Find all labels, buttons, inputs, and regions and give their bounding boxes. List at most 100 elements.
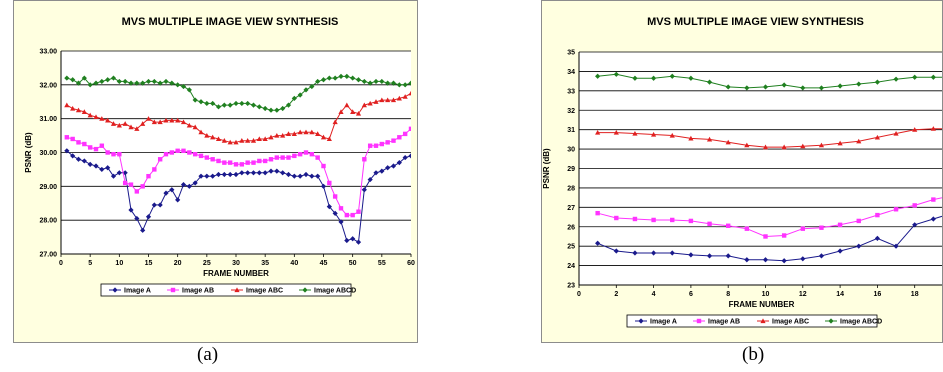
data-point — [402, 131, 408, 137]
data-point — [800, 226, 805, 231]
data-point — [818, 85, 825, 91]
data-point — [669, 250, 675, 256]
x-tick-label: 25 — [203, 260, 211, 267]
data-point — [250, 170, 257, 176]
x-tick-label: 2 — [614, 291, 618, 298]
legend-marker — [696, 318, 702, 324]
data-point — [912, 203, 917, 208]
data-point — [355, 110, 362, 116]
chart-a-svg: MVS MULTIPLE IMAGE VIEW SYNTHESIS 27.00 28… — [24, 16, 415, 297]
legend-label: Image AB — [708, 319, 740, 326]
data-point — [87, 112, 93, 118]
data-point — [233, 171, 239, 178]
chart-title: MVS MULTIPLE IMAGE VIEW SYNTHESIS — [647, 16, 864, 28]
legend: Image A Image AB Image ABC Image ABCD — [626, 314, 882, 328]
data-point — [145, 78, 152, 85]
data-point — [291, 131, 297, 136]
data-point — [250, 138, 257, 143]
data-point — [837, 248, 843, 254]
data-point — [286, 155, 291, 160]
data-point — [373, 99, 379, 104]
data-point — [128, 207, 134, 213]
data-point — [163, 117, 169, 123]
data-point — [355, 77, 362, 83]
series-line-2 — [597, 197, 942, 238]
data-point — [204, 132, 210, 138]
legend-label: Image ABC — [772, 319, 809, 326]
data-point — [367, 176, 373, 183]
data-point — [198, 99, 204, 105]
data-point — [379, 141, 385, 147]
caption-b: (b) — [742, 344, 765, 365]
data-point — [280, 155, 285, 160]
data-point — [800, 85, 806, 91]
x-tick-label: 35 — [261, 260, 269, 267]
data-point — [268, 107, 274, 113]
data-point — [350, 212, 355, 218]
data-point — [134, 126, 140, 131]
data-point — [81, 75, 87, 81]
data-point — [227, 160, 233, 165]
data-point — [837, 83, 843, 89]
data-point — [315, 155, 320, 160]
data-point — [93, 114, 99, 120]
data-point — [385, 97, 391, 103]
data-point — [233, 162, 239, 167]
data-point — [725, 84, 731, 90]
data-point — [688, 218, 694, 224]
data-point — [99, 78, 105, 85]
data-point — [320, 134, 327, 140]
data-point — [688, 135, 694, 141]
data-point — [257, 158, 262, 164]
data-point — [385, 140, 390, 145]
data-point — [105, 77, 111, 83]
data-point — [390, 163, 397, 169]
data-point — [221, 102, 227, 108]
y-tick-label: 31.00 — [39, 116, 57, 123]
data-point — [744, 142, 750, 148]
data-point — [122, 121, 128, 126]
data-point — [930, 216, 936, 222]
data-point — [818, 253, 825, 259]
data-point — [210, 173, 216, 179]
data-point — [321, 163, 326, 169]
data-point — [262, 158, 268, 164]
data-point — [122, 78, 128, 85]
series-line-4 — [597, 73, 942, 89]
data-point — [338, 109, 344, 114]
data-point — [379, 168, 385, 174]
data-point — [781, 233, 787, 238]
data-point — [110, 173, 117, 179]
data-point — [344, 73, 350, 79]
y-tick-label: 24 — [567, 263, 575, 270]
data-point — [134, 189, 140, 194]
legend-marker — [170, 287, 176, 293]
y-tick-label: 35 — [567, 50, 575, 57]
data-point — [274, 107, 280, 113]
data-point — [912, 222, 918, 228]
data-point — [338, 219, 344, 225]
x-axis-label: FRAME NUMBER — [729, 300, 795, 309]
x-tick-label: 50 — [349, 260, 357, 267]
data-point — [93, 80, 99, 86]
data-point — [837, 140, 843, 146]
data-point — [326, 75, 332, 81]
data-point — [338, 206, 344, 211]
data-point — [210, 100, 216, 107]
data-point — [215, 104, 222, 110]
legend-label: Image A — [124, 288, 151, 295]
data-point — [151, 119, 157, 125]
data-point — [837, 222, 843, 228]
data-point — [262, 136, 268, 142]
series-group — [595, 71, 942, 264]
data-point — [361, 78, 367, 85]
data-point — [725, 139, 731, 145]
data-point — [93, 146, 99, 152]
data-point — [373, 78, 379, 85]
data-point — [128, 182, 134, 187]
data-point — [70, 105, 76, 111]
data-point — [297, 173, 303, 179]
data-point — [367, 80, 373, 86]
data-point — [762, 144, 769, 150]
data-point — [140, 121, 146, 126]
